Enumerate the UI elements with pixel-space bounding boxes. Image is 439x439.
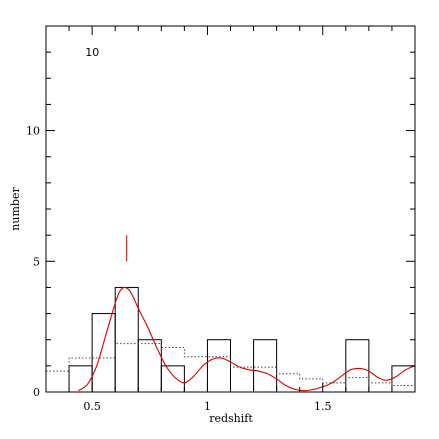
smooth-density-curve: [77, 286, 416, 392]
y-axis-label: number: [9, 187, 22, 231]
histogram-bar: [114, 286, 139, 393]
y-tick-label: 0: [33, 386, 40, 399]
histogram-bar: [345, 339, 370, 393]
plot-marks: [46, 235, 416, 393]
histogram-bar: [391, 365, 416, 393]
dotted-step-line: [46, 343, 415, 386]
x-tick-label: 1: [204, 400, 211, 413]
x-axis-label: redshift: [209, 412, 253, 425]
histogram-bar: [160, 365, 185, 393]
histogram-bar: [68, 365, 93, 393]
x-tick-label: 0.5: [83, 400, 101, 413]
y-tick-label: 5: [33, 255, 40, 268]
y-tick-label: 10: [26, 125, 40, 138]
histogram-bar: [253, 339, 278, 393]
x-tick-label: 1.5: [314, 400, 332, 413]
panel-annotation: 10: [85, 46, 99, 59]
histogram-bar: [137, 339, 162, 393]
histogram-bar: [91, 313, 116, 393]
histogram-bar: [206, 339, 231, 393]
plot-frame: [45, 25, 416, 393]
tick-labels: 0.5 1 1.5 0 5 10: [26, 125, 332, 413]
axes-ticks: [46, 25, 415, 393]
